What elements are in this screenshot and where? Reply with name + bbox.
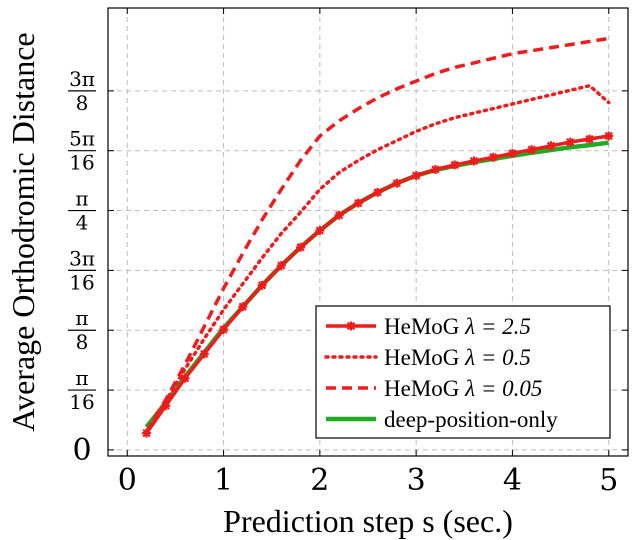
y-tick-denominator: 8	[76, 330, 89, 354]
data-point	[565, 137, 575, 147]
y-tick-label: 3π8	[68, 67, 96, 115]
data-point	[219, 325, 229, 335]
data-point	[180, 373, 190, 383]
data-point	[257, 280, 267, 290]
y-tick-label: π4	[68, 187, 96, 235]
x-axis-title: Prediction step s (sec.)	[223, 503, 513, 539]
series-hemog-0-05	[145, 36, 609, 433]
legend-item: HeMoG λ = 2.5	[326, 314, 531, 339]
data-point	[238, 302, 248, 312]
data-point	[584, 134, 594, 144]
x-tick-label: 3	[407, 463, 426, 498]
x-tick-label: 2	[310, 463, 329, 498]
data-point	[334, 210, 344, 220]
legend-box	[315, 305, 611, 439]
data-point	[469, 156, 479, 166]
y-tick-denominator: 8	[76, 91, 89, 115]
y-tick-denominator: 16	[69, 390, 94, 414]
y-tick-denominator: 4	[76, 211, 89, 235]
x-tick-label: 1	[214, 463, 233, 498]
legend-label: HeMoG λ = 0.05	[384, 376, 542, 401]
data-point	[199, 349, 209, 359]
data-point	[430, 165, 440, 175]
y-tick-denominator: 16	[69, 270, 94, 294]
data-point	[392, 178, 402, 188]
y-axis-title: Average Orthodromic Distance	[5, 32, 41, 431]
x-tick-label: 4	[503, 463, 522, 498]
y-tick-denominator: 16	[69, 151, 94, 175]
data-point	[373, 187, 383, 197]
legend-item: deep-position-only	[326, 407, 558, 432]
data-point	[488, 152, 498, 162]
legend-label: HeMoG λ = 2.5	[384, 314, 531, 339]
data-point	[604, 131, 614, 141]
data-point	[353, 198, 363, 208]
series-hemog-0-5	[144, 83, 611, 434]
data-point	[296, 242, 306, 252]
y-tick-numerator: 3π	[69, 246, 95, 270]
y-tick-numerator: 5π	[69, 127, 95, 151]
y-tick-label: π8	[68, 306, 96, 354]
data-point	[450, 160, 460, 170]
plot-frame	[107, 7, 629, 457]
x-tick-label: 0	[118, 463, 137, 498]
legend-marker	[346, 321, 356, 331]
data-point	[161, 401, 171, 411]
series-line	[144, 83, 611, 434]
y-tick-numerator: π	[75, 306, 88, 330]
y-tick-label: π16	[68, 366, 96, 414]
legend-label: HeMoG λ = 0.5	[384, 345, 531, 370]
x-tick-label: 5	[599, 463, 618, 498]
series-hemog-2-5	[142, 131, 614, 438]
y-tick-numerator: 3π	[69, 67, 95, 91]
series-line	[145, 36, 609, 433]
legend-item: HeMoG λ = 0.5	[324, 345, 531, 370]
y-tick-numerator: π	[75, 187, 88, 211]
legend: HeMoG λ = 2.5 HeMoG λ = 0.5 HeMoG λ = 0.05…	[315, 305, 611, 439]
data-point	[142, 428, 152, 438]
data-point	[546, 141, 556, 151]
legend-label: deep-position-only	[384, 407, 558, 432]
data-point	[276, 261, 286, 271]
y-tick-numerator: π	[75, 366, 88, 390]
tick-marks	[108, 8, 628, 456]
data-point	[411, 171, 421, 181]
data-point	[527, 145, 537, 155]
y-tick-label: 0	[72, 433, 91, 468]
data-point	[315, 225, 325, 235]
legend-item: HeMoG λ = 0.05	[326, 376, 542, 401]
data-point	[507, 148, 517, 158]
